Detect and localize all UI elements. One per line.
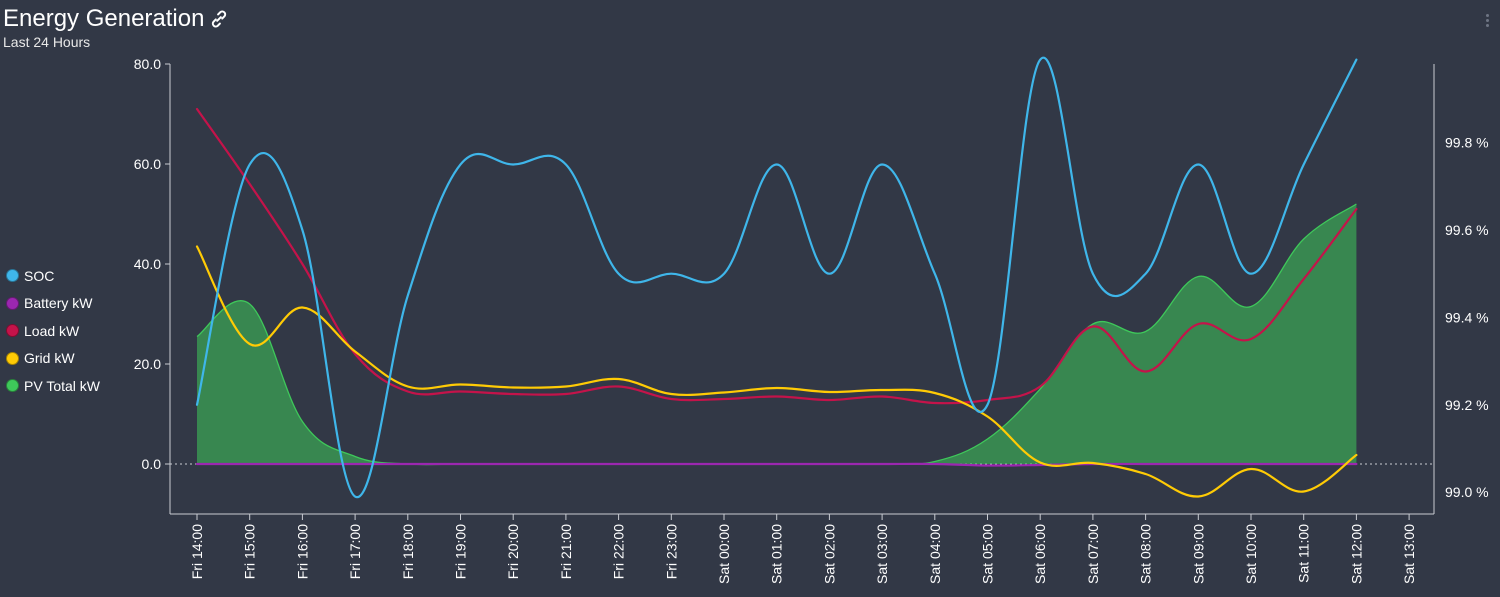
- chart-subtitle: Last 24 Hours: [3, 34, 91, 50]
- series-load-kw-line: [195, 107, 1358, 405]
- legend-item-grid-kw[interactable]: Grid kW: [6, 345, 100, 373]
- link-icon[interactable]: [208, 8, 230, 30]
- x-tick-label: Fri 18:00: [400, 524, 416, 579]
- legend-swatch: [6, 296, 19, 310]
- legend-label: Load kW: [24, 322, 80, 339]
- x-tick-label: Sat 00:00: [716, 524, 732, 584]
- y-left-tick-label: 40.0: [134, 256, 161, 272]
- chart-plot-area: [195, 56, 1358, 498]
- x-tick-label: Sat 05:00: [980, 524, 996, 584]
- legend-label: PV Total kW: [24, 377, 100, 394]
- x-tick-label: Fri 14:00: [189, 524, 205, 579]
- series-soc-line: [195, 56, 1358, 498]
- chart-legend: SOC Battery kW Load kW Grid kW PV Total …: [6, 262, 100, 400]
- legend-swatch: [6, 351, 19, 365]
- chart-header: Energy Generation Last 24 Hours: [3, 4, 230, 50]
- y-left-tick-label: 20.0: [134, 356, 161, 372]
- x-tick-label: Fri 19:00: [453, 524, 469, 579]
- y-right-tick-label: 99.2 %: [1445, 397, 1489, 413]
- x-tick-label: Sat 13:00: [1401, 524, 1417, 584]
- x-tick-label: Fri 23:00: [663, 524, 679, 579]
- y-right-tick-label: 99.0 %: [1445, 484, 1489, 500]
- x-tick-label: Sat 11:00: [1296, 524, 1312, 583]
- x-tick-label: Sat 07:00: [1085, 524, 1101, 584]
- y-left-tick-label: 60.0: [134, 156, 161, 172]
- legend-swatch: [6, 324, 19, 338]
- series-grid-kw-line: [195, 245, 1358, 498]
- x-tick-label: Fri 22:00: [611, 524, 627, 579]
- legend-label: Grid kW: [24, 350, 75, 367]
- y-left-tick-label: 80.0: [134, 56, 161, 72]
- kebab-menu-icon[interactable]: [1482, 12, 1492, 36]
- legend-item-pv-total-kw[interactable]: PV Total kW: [6, 372, 100, 400]
- x-tick-label: Sat 01:00: [769, 524, 785, 584]
- y-right-tick-label: 99.6 %: [1445, 222, 1489, 238]
- x-tick-label: Fri 21:00: [558, 524, 574, 579]
- x-tick-label: Sat 02:00: [821, 524, 837, 584]
- legend-swatch: [6, 379, 19, 393]
- legend-label: Battery kW: [24, 295, 93, 312]
- x-tick-label: Fri 20:00: [505, 524, 521, 579]
- y-right-tick-label: 99.8 %: [1445, 135, 1489, 151]
- x-tick-label: Sat 04:00: [927, 524, 943, 584]
- legend-item-soc[interactable]: SOC: [6, 262, 100, 290]
- series-battery-kw-line: [195, 462, 1358, 467]
- title-row: Energy Generation: [3, 4, 230, 34]
- chart-tick-labels: 0.0 20.0 40.0 60.0 80.0 99.0 % 99.2 % 99.4 % 99.…: [134, 56, 1489, 584]
- x-tick-label: Sat 03:00: [874, 524, 890, 584]
- y-right-tick-label: 99.4 %: [1445, 309, 1489, 325]
- x-tick-label: Sat 06:00: [1032, 524, 1048, 584]
- x-tick-label: Sat 10:00: [1243, 524, 1259, 584]
- series-pv-total-kw-area: [197, 204, 1357, 465]
- x-tick-label: Fri 15:00: [242, 524, 258, 579]
- x-tick-label: Fri 16:00: [294, 524, 310, 579]
- legend-swatch: [6, 269, 19, 283]
- legend-item-battery-kw[interactable]: Battery kW: [6, 290, 100, 318]
- x-tick-label: Sat 08:00: [1138, 524, 1154, 584]
- x-tick-label: Sat 09:00: [1190, 524, 1206, 584]
- x-tick-label: Sat 12:00: [1348, 524, 1364, 584]
- legend-label: SOC: [24, 267, 55, 284]
- chart-title: Energy Generation: [3, 5, 205, 32]
- x-tick-label: Fri 17:00: [347, 524, 363, 579]
- y-left-tick-label: 0.0: [142, 456, 162, 472]
- legend-item-load-kw[interactable]: Load kW: [6, 317, 100, 345]
